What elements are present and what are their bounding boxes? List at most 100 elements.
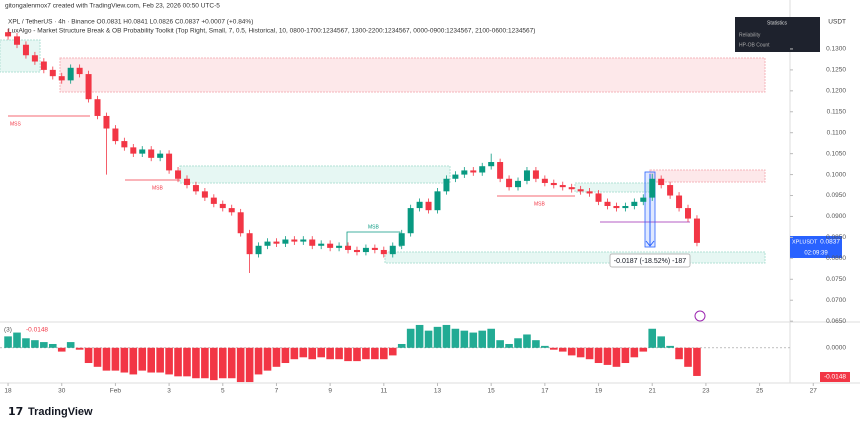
oscillator-bar	[192, 347, 200, 379]
candle-body	[649, 178, 656, 198]
oscillator-bar	[657, 336, 665, 348]
candle-body	[470, 170, 477, 173]
measure-arrow	[645, 240, 655, 247]
brand: TradingView	[28, 406, 93, 418]
candle-body	[58, 76, 65, 81]
candle-body	[434, 191, 441, 211]
candle-body	[291, 239, 298, 242]
oscillator-bar	[57, 347, 66, 352]
oscillator-bar	[111, 347, 120, 371]
candle-body	[237, 212, 244, 234]
candle-body	[604, 201, 611, 206]
oscillator-bar	[317, 347, 325, 358]
time-tick-label: 11	[380, 388, 387, 395]
oscillator-tag	[820, 372, 850, 382]
candle-body	[139, 149, 146, 154]
time-tick-label: 17	[541, 388, 549, 395]
time-tick-label: 13	[434, 388, 442, 395]
candle-body	[398, 233, 405, 246]
price-tag	[790, 236, 842, 248]
candle-body	[550, 182, 557, 186]
structure-label: MSB	[534, 201, 546, 207]
price-tick-label: 0.1000	[826, 171, 846, 178]
oscillator-bar	[442, 324, 451, 348]
oscillator-bar	[272, 347, 281, 367]
oscillator-bar	[183, 347, 191, 377]
oscillator-bar	[621, 347, 630, 364]
candle-body	[523, 170, 530, 181]
oscillator-bar	[371, 347, 379, 360]
price-tick-label: 0.0800	[826, 255, 846, 262]
price-tick-label: 0.0950	[826, 192, 846, 199]
candle-body	[407, 208, 414, 234]
oscillator-bar	[505, 343, 513, 348]
stats-row: Reliability	[739, 32, 761, 38]
oscillator-value: -0.0148	[26, 327, 48, 334]
candle-body	[157, 153, 164, 158]
oscillator-bar	[397, 343, 406, 348]
oscillator-bar	[281, 347, 290, 364]
candle-body	[94, 99, 101, 116]
oscillator-bar	[487, 328, 495, 348]
candle-body	[541, 178, 548, 183]
price-tick-label: 0.1300	[826, 46, 846, 53]
oscillator-bar	[102, 347, 111, 371]
candle-body	[318, 243, 325, 246]
oscillator-bar	[460, 330, 469, 348]
oscillator-bar	[451, 328, 460, 348]
oscillator-bar	[514, 338, 522, 348]
price-tick-label: 0.0900	[826, 213, 846, 220]
oscillator-bar	[630, 347, 639, 358]
ob-zone	[179, 165, 451, 184]
oscillator-bar	[66, 342, 75, 348]
oscillator-bar	[129, 347, 138, 375]
oscillator-bar	[40, 342, 48, 348]
stats-title: Statistics	[767, 20, 788, 26]
oscillator-bar	[380, 347, 388, 360]
candle-body	[568, 187, 575, 190]
time-tick-label: 25	[756, 388, 764, 395]
time-tick-label: 27	[810, 388, 818, 395]
oscillator-bar	[666, 345, 674, 348]
candle-body	[201, 191, 208, 198]
oscillator-bar	[344, 347, 352, 362]
price-tick-label: 0.0750	[826, 276, 846, 283]
candle-body	[219, 203, 226, 209]
oscillator-bar	[684, 347, 692, 367]
candle-body	[497, 162, 504, 179]
candle-body	[631, 201, 638, 206]
candle-body	[353, 249, 360, 253]
oscillator-bar	[415, 324, 424, 348]
candle-body	[148, 149, 155, 158]
candle-body	[327, 243, 334, 248]
candle-body	[506, 178, 513, 188]
time-tick-label: 15	[488, 388, 496, 395]
candle-body	[183, 178, 190, 186]
candle-body	[300, 239, 307, 242]
candle-body	[336, 245, 343, 248]
oscillator-bar	[603, 347, 612, 365]
oscillator-bar	[84, 347, 93, 364]
oscillator-bar	[156, 347, 164, 373]
oscillator-bar	[594, 347, 603, 364]
candle-body	[443, 178, 450, 192]
candle-body	[676, 195, 683, 209]
candle-body	[40, 61, 47, 70]
candle-body	[425, 201, 432, 211]
candle-body	[640, 197, 647, 202]
candle-body	[103, 115, 110, 129]
candle-body	[264, 241, 271, 246]
candle-body	[515, 180, 522, 188]
oscillator-bar	[639, 347, 648, 352]
candle-body	[416, 201, 423, 209]
ob-zone	[59, 57, 766, 93]
oscillator-bar	[138, 347, 147, 371]
oscillator-bar	[558, 347, 567, 352]
candle-body	[389, 245, 396, 255]
oscillator-bar	[75, 347, 84, 350]
oscillator-bar	[424, 330, 433, 348]
candle-body	[112, 128, 119, 142]
candle-body	[532, 170, 539, 179]
candle-body	[22, 44, 29, 56]
